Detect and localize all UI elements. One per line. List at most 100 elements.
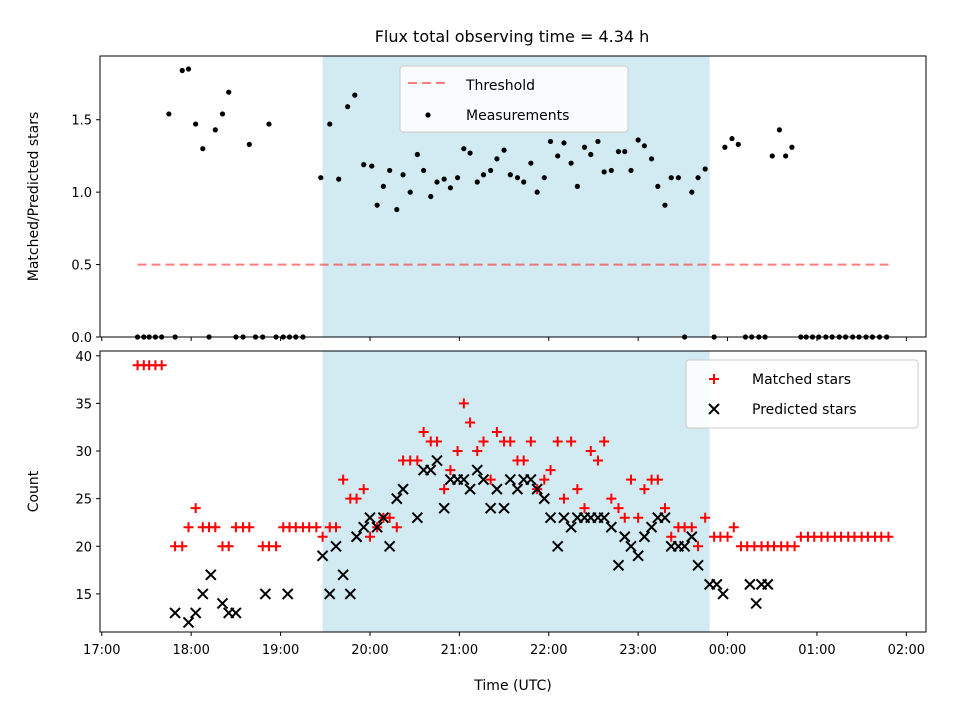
measurement-point bbox=[514, 175, 521, 181]
matched-point bbox=[728, 522, 739, 533]
predicted-point bbox=[377, 511, 390, 524]
matched-point bbox=[391, 522, 402, 533]
predicted-point bbox=[383, 540, 396, 552]
predicted-point bbox=[625, 540, 637, 552]
measurement-point bbox=[695, 175, 701, 181]
measurement-point bbox=[488, 167, 494, 174]
matched-point bbox=[412, 455, 423, 466]
measurement-point bbox=[441, 176, 447, 182]
matched-point bbox=[666, 531, 677, 542]
measurement-point bbox=[494, 156, 500, 162]
predicted-point bbox=[711, 578, 723, 591]
predicted-point bbox=[337, 569, 349, 581]
measurement-point bbox=[648, 156, 655, 162]
matched-point bbox=[317, 531, 328, 542]
predicted-point bbox=[216, 597, 229, 610]
plot-frame bbox=[99, 350, 927, 633]
matched-point bbox=[659, 503, 670, 514]
predicted-point bbox=[744, 578, 756, 591]
measurement-point bbox=[622, 148, 628, 155]
legend-label: Measurements bbox=[466, 108, 569, 124]
matched-point bbox=[183, 522, 194, 533]
y-tick-label: 0.0 bbox=[71, 331, 92, 346]
measurement-point bbox=[327, 121, 333, 127]
measurement-point bbox=[729, 135, 735, 142]
matched-point bbox=[190, 503, 201, 514]
matched-point bbox=[331, 522, 341, 533]
matched-point bbox=[606, 493, 617, 504]
matched-point bbox=[156, 360, 167, 371]
matched-point bbox=[210, 522, 221, 533]
measurement-point bbox=[507, 172, 513, 178]
predicted-point bbox=[350, 531, 363, 543]
matched-point bbox=[789, 541, 800, 552]
y-tick-label: 40 bbox=[75, 350, 92, 365]
measurement-point bbox=[461, 146, 467, 152]
predicted-point bbox=[645, 521, 658, 533]
measurement-point bbox=[369, 163, 375, 169]
measurement-point bbox=[212, 127, 218, 133]
legend-label: Matched stars bbox=[752, 372, 851, 388]
measurement-point bbox=[318, 175, 324, 181]
measurement-point bbox=[501, 147, 507, 153]
measurement-point bbox=[179, 67, 185, 74]
measurement-point bbox=[266, 121, 272, 127]
predicted-point bbox=[762, 578, 774, 591]
measurement-point bbox=[467, 150, 473, 156]
matched-point bbox=[525, 436, 536, 447]
predicted-point bbox=[230, 607, 242, 619]
matched-point bbox=[566, 436, 577, 447]
matched-point bbox=[592, 455, 603, 466]
measurement-point bbox=[428, 193, 434, 200]
count-panel: 15 20 25 30 35 40 17:00 18:00 19:00 20:00 21:00 22:… bbox=[26, 350, 927, 694]
matched-point bbox=[452, 446, 463, 457]
matched-point bbox=[177, 541, 188, 552]
legend-measurement-swatch bbox=[425, 112, 431, 118]
predicted-point bbox=[544, 511, 557, 524]
predicted-point bbox=[484, 502, 497, 514]
predicted-point bbox=[182, 616, 195, 629]
measurement-point bbox=[675, 175, 681, 181]
measurement-point bbox=[615, 148, 622, 155]
measurement-point bbox=[336, 176, 342, 182]
matched-point bbox=[364, 531, 375, 542]
legend-matched-swatch bbox=[709, 374, 719, 384]
matched-point bbox=[619, 512, 630, 523]
measurement-point bbox=[735, 141, 741, 147]
predicted-point bbox=[632, 550, 644, 562]
x-tick-label: 17:00 bbox=[83, 643, 120, 658]
measurement-point bbox=[185, 66, 192, 72]
matched-point bbox=[505, 436, 516, 447]
measurement-point bbox=[414, 151, 420, 158]
predicted-point bbox=[316, 550, 329, 562]
matched-point bbox=[351, 493, 362, 504]
matched-point bbox=[572, 484, 583, 495]
measurement-point bbox=[776, 127, 782, 133]
predicted-point bbox=[612, 559, 625, 572]
predicted-point bbox=[717, 588, 729, 600]
predicted-point bbox=[692, 559, 704, 572]
x-tick-label: 02:00 bbox=[888, 643, 925, 658]
measurement-point bbox=[361, 162, 367, 168]
predicted-point bbox=[464, 483, 476, 495]
predicted-point bbox=[598, 511, 610, 524]
predicted-point bbox=[371, 521, 383, 533]
predicted-point bbox=[282, 588, 294, 600]
measurement-point bbox=[480, 172, 487, 178]
measurement-point bbox=[608, 167, 614, 174]
predicted-point bbox=[558, 511, 570, 524]
matched-point bbox=[639, 484, 650, 495]
measurement-point bbox=[574, 183, 580, 189]
predicted-point bbox=[391, 492, 403, 505]
predicted-point bbox=[531, 483, 543, 495]
measurement-point bbox=[226, 89, 232, 95]
predicted-point bbox=[458, 473, 470, 486]
matched-point bbox=[384, 512, 395, 523]
matched-point bbox=[652, 474, 663, 485]
measurement-point bbox=[447, 185, 454, 191]
y-axis-label: Count bbox=[26, 470, 42, 512]
measurement-point bbox=[521, 179, 527, 185]
plot-frame bbox=[99, 55, 927, 338]
measurement-point bbox=[547, 138, 554, 145]
measurement-point bbox=[541, 175, 547, 181]
